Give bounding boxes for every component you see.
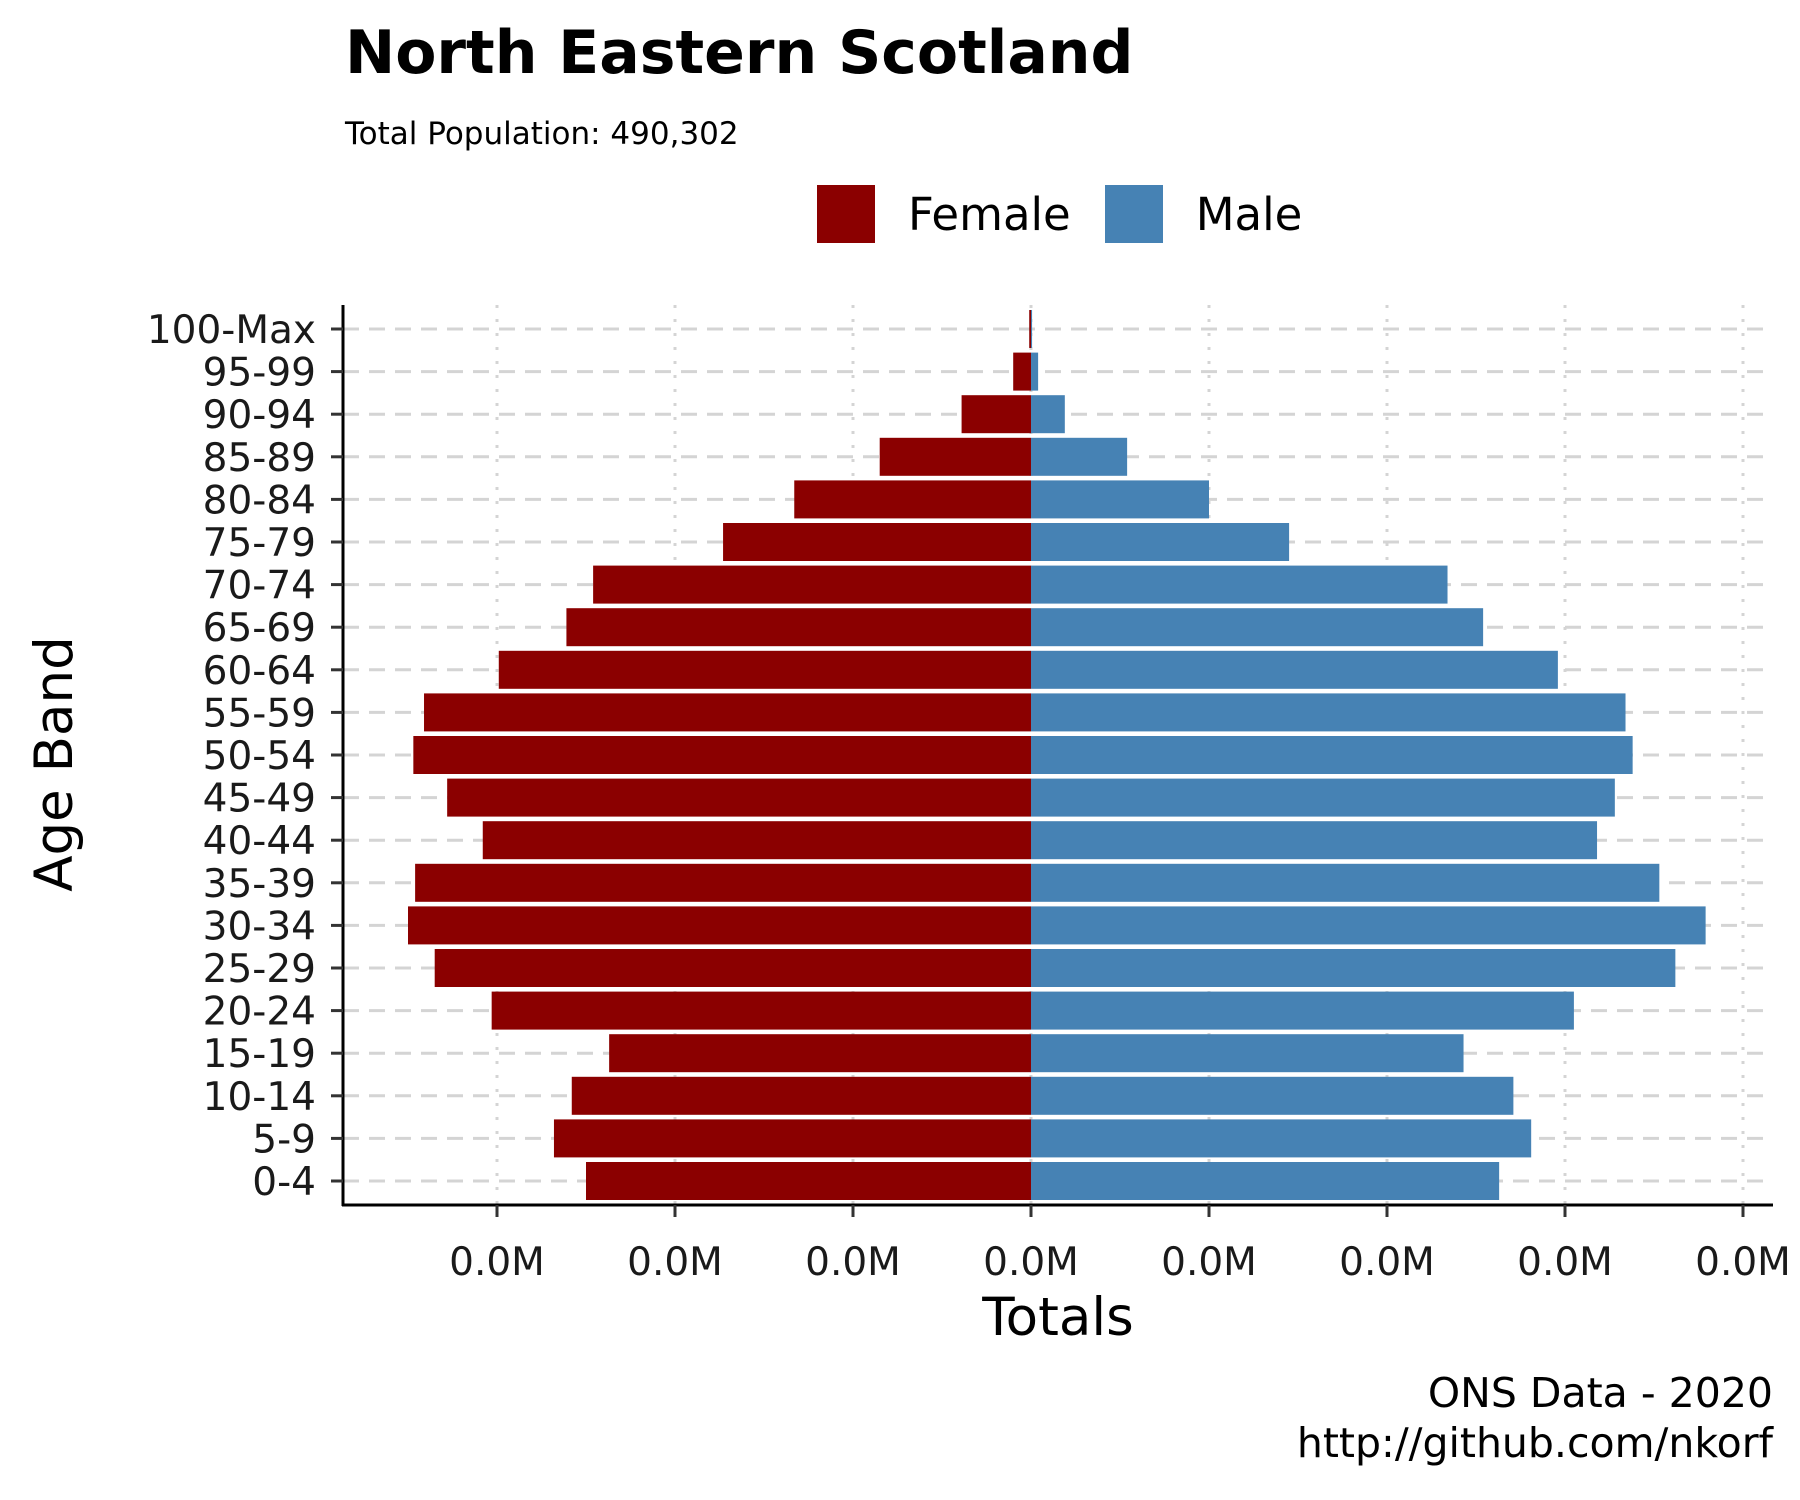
legend-label-male: Male [1195, 187, 1303, 241]
bar-male-35-39 [1031, 863, 1660, 902]
bar-male-95-99 [1031, 352, 1039, 391]
legend-item-female: Female [817, 185, 1071, 243]
x-tick-label: 0.0M [983, 1240, 1079, 1285]
y-tick-label: 15-19 [203, 1032, 316, 1077]
bar-male-45-49 [1031, 778, 1615, 817]
y-tick-label: 0-4 [252, 1160, 316, 1205]
bar-male-75-79 [1031, 523, 1290, 561]
y-axis-title: Age Band [24, 636, 85, 891]
bar-female-0-4 [586, 1162, 1031, 1200]
bar-male-15-19 [1031, 1034, 1464, 1073]
bar-male-10-14 [1031, 1076, 1514, 1115]
bar-female-65-69 [566, 608, 1031, 647]
y-tick-label: 55-59 [203, 691, 316, 736]
bar-female-85-89 [879, 437, 1031, 476]
bar-female-70-74 [593, 565, 1031, 604]
bar-female-45-49 [447, 778, 1031, 817]
y-tick-label: 50-54 [203, 734, 316, 779]
bar-female-20-24 [491, 991, 1031, 1030]
y-tick-label: 5-9 [252, 1117, 316, 1162]
bar-male-25-29 [1031, 949, 1676, 987]
y-tick-label: 95-99 [203, 351, 316, 396]
bar-female-80-84 [794, 480, 1031, 519]
bar-male-65-69 [1031, 608, 1484, 647]
bar-female-90-94 [961, 395, 1031, 434]
caption: ONS Data - 2020 http://github.com/nkorf [1297, 1368, 1773, 1468]
y-tick-label: 80-84 [203, 478, 316, 523]
bar-female-5-9 [553, 1119, 1031, 1158]
x-tick-label: 0.0M [1339, 1240, 1435, 1285]
y-tick-label: 75-79 [203, 521, 316, 566]
y-tick-label: 20-24 [203, 990, 316, 1035]
y-tick-label: 60-64 [203, 649, 316, 694]
y-tick-label: 65-69 [203, 606, 316, 651]
bar-female-35-39 [415, 863, 1031, 902]
y-tick-label: 70-74 [203, 564, 316, 609]
legend: Female Male [817, 184, 1336, 244]
bar-female-25-29 [434, 949, 1031, 987]
bars [408, 310, 1706, 1200]
caption-source: ONS Data - 2020 [1427, 1369, 1773, 1417]
y-tick-label: 100-Max [147, 308, 316, 353]
axes [331, 305, 1773, 1217]
y-tick-label: 25-29 [203, 947, 316, 992]
bar-male-30-34 [1031, 906, 1706, 945]
bar-female-15-19 [609, 1034, 1031, 1073]
legend-swatch-female [817, 185, 875, 243]
caption-url: http://github.com/nkorf [1296, 1419, 1773, 1467]
bar-male-80-84 [1031, 480, 1209, 519]
bar-male-50-54 [1031, 736, 1633, 774]
bar-male-90-94 [1031, 395, 1065, 434]
y-tick-label: 30-34 [203, 904, 316, 949]
bar-male-20-24 [1031, 991, 1574, 1030]
bar-female-10-14 [571, 1076, 1031, 1115]
x-tick-label: 0.0M [1517, 1240, 1613, 1285]
x-tick-label: 0.0M [627, 1240, 723, 1285]
bar-male-55-59 [1031, 693, 1626, 732]
bar-male-0-4 [1031, 1162, 1500, 1200]
bar-female-50-54 [413, 736, 1032, 774]
chart-title: North Eastern Scotland [345, 18, 1134, 88]
legend-swatch-male [1104, 185, 1163, 243]
y-tick-label: 35-39 [203, 862, 316, 907]
bar-male-60-64 [1031, 650, 1558, 689]
bar-male-100-Max [1031, 310, 1033, 348]
bar-male-85-89 [1031, 437, 1128, 476]
y-tick-label: 40-44 [203, 819, 316, 864]
x-tick-label: 0.0M [1161, 1240, 1257, 1285]
y-tick-label: 45-49 [203, 777, 316, 822]
bar-female-60-64 [498, 650, 1031, 689]
tick-labels: 0-45-910-1415-1920-2425-2930-3435-3940-4… [147, 308, 1791, 1285]
bar-male-70-74 [1031, 565, 1448, 604]
y-tick-label: 85-89 [203, 436, 316, 481]
x-tick-label: 0.0M [1695, 1240, 1791, 1285]
x-tick-label: 0.0M [805, 1240, 901, 1285]
bar-male-5-9 [1031, 1119, 1532, 1158]
bar-female-100-Max [1029, 310, 1031, 348]
chart-subtitle: Total Population: 490,302 [345, 116, 739, 152]
y-tick-label: 10-14 [203, 1075, 316, 1120]
x-tick-label: 0.0M [449, 1240, 545, 1285]
bar-female-40-44 [482, 821, 1031, 860]
legend-item-male: Male [1104, 185, 1303, 243]
y-tick-label: 90-94 [203, 393, 316, 438]
bar-male-40-44 [1031, 821, 1598, 860]
bar-female-75-79 [723, 523, 1031, 561]
legend-label-female: Female [908, 187, 1071, 241]
x-axis-title: Totals [981, 1287, 1133, 1348]
bar-female-55-59 [424, 693, 1031, 732]
bar-female-30-34 [408, 906, 1031, 945]
bar-female-95-99 [1013, 352, 1031, 391]
